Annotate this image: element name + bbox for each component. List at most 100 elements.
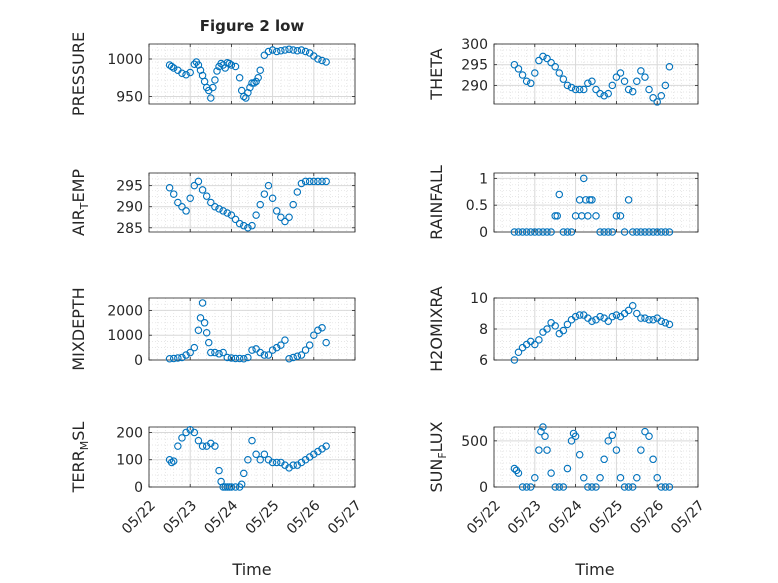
data-point (547, 228, 555, 236)
data-point (194, 326, 203, 334)
data-point (604, 89, 612, 98)
x-tick-label: 05/22 (464, 498, 504, 538)
data-point (612, 73, 621, 81)
y-tick-label: 1000 (107, 328, 143, 344)
data-point (535, 446, 543, 454)
data-point (240, 469, 248, 478)
data-point (240, 221, 248, 230)
y-tick-label: 500 (461, 434, 488, 450)
data-point (551, 322, 559, 330)
data-point (522, 77, 531, 85)
data-point (301, 177, 310, 186)
data-point (551, 483, 559, 491)
data-point (645, 228, 653, 236)
y-axis-label: H2OMIXRA (427, 286, 446, 372)
data-point (600, 91, 608, 100)
data-point (584, 79, 592, 88)
data-point (231, 62, 240, 71)
y-tick-label: 6 (479, 353, 488, 369)
data-point (580, 85, 588, 94)
data-point (665, 320, 674, 329)
data-point (649, 315, 657, 324)
data-point (256, 455, 264, 464)
data-point (535, 56, 543, 65)
data-point (190, 60, 199, 68)
x-tick-label: 05/27 (325, 498, 365, 538)
data-point (268, 346, 277, 354)
x-tick-label: 05/25 (243, 498, 283, 538)
data-point (551, 63, 559, 71)
data-point (596, 89, 604, 98)
data-point (588, 77, 596, 85)
data-point (235, 74, 244, 82)
data-point (174, 198, 182, 207)
data-point (567, 83, 576, 92)
data-point (531, 228, 539, 236)
data-point (297, 179, 306, 188)
x-tick-label: 05/25 (586, 498, 626, 538)
data-point (661, 319, 670, 327)
subplot-air_temp: 285 290 295 AIRTEMP (69, 169, 356, 237)
data-point (198, 186, 207, 194)
y-axis-label: SUNFLUX (427, 421, 449, 492)
y-axis-label: THETA (427, 48, 446, 100)
data-point (293, 46, 302, 55)
data-point (567, 437, 576, 445)
data-point (190, 343, 199, 352)
axes-frame (148, 43, 356, 105)
axes-frame (148, 426, 356, 488)
data-point (641, 314, 649, 322)
data-point (531, 474, 539, 482)
data-point (237, 480, 246, 489)
data-point (518, 71, 527, 79)
data-point (522, 483, 531, 491)
data-point (272, 207, 281, 215)
data-point (592, 212, 600, 220)
data-point (588, 483, 596, 491)
data-point (264, 181, 273, 190)
y-axis-label: TERRMSL (69, 422, 91, 494)
figure-title: Figure 2 low (200, 17, 305, 35)
data-point (268, 46, 277, 54)
data-point (322, 338, 330, 347)
data-point (612, 311, 621, 319)
data-point (305, 177, 314, 186)
data-point (567, 228, 576, 236)
data-point (207, 348, 215, 357)
data-point (539, 228, 547, 236)
x-tick-label: 05/26 (627, 498, 667, 538)
subplot-rainfall: 0 0.5 1 RAINFALL (427, 165, 699, 241)
data-point (575, 85, 584, 94)
data-point (514, 65, 523, 73)
data-point (211, 348, 219, 357)
data-point (571, 85, 580, 94)
data-point (314, 326, 322, 334)
data-point (227, 483, 236, 491)
data-point (285, 355, 293, 363)
data-point (633, 228, 641, 236)
data-point (620, 483, 629, 491)
data-point (213, 67, 221, 75)
data-point (563, 228, 572, 236)
data-point (645, 315, 653, 324)
data-point (223, 483, 232, 491)
data-point (510, 228, 519, 236)
data-point (190, 181, 199, 190)
data-point (182, 351, 190, 359)
data-point (510, 356, 519, 364)
data-point (169, 457, 178, 465)
data-point (637, 228, 645, 236)
data-point (252, 345, 260, 353)
data-point (231, 483, 240, 491)
data-point (227, 354, 236, 362)
x-axis-label-right: Time (574, 560, 614, 579)
x-tick-label: 05/23 (505, 498, 545, 538)
data-point (186, 194, 194, 203)
data-point (264, 351, 273, 359)
data-point (211, 202, 219, 211)
data-point (318, 324, 326, 332)
data-point (559, 228, 568, 236)
y-tick-label: 200 (116, 425, 143, 441)
data-point (244, 455, 252, 464)
